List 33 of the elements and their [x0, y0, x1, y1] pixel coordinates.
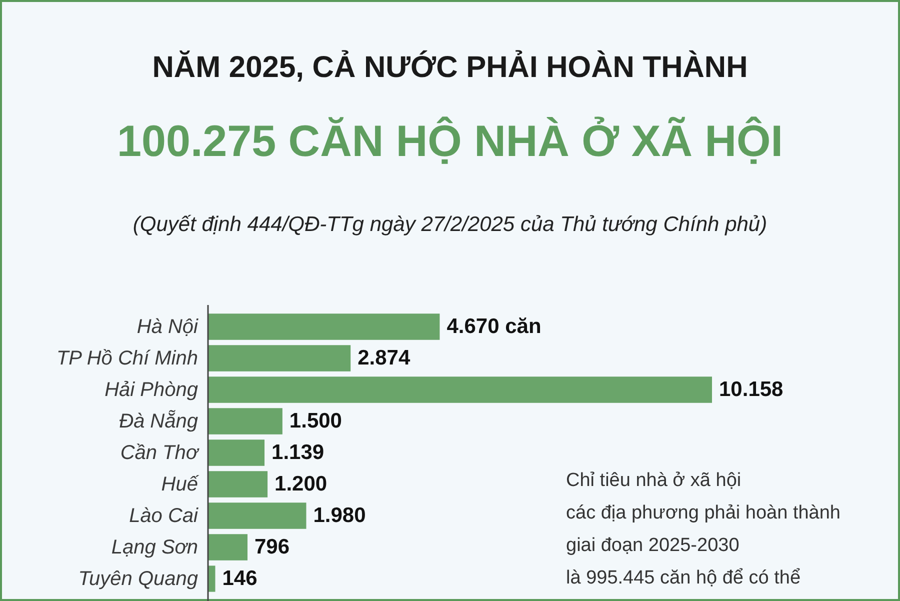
data-label: 2.874: [358, 346, 410, 370]
y-tick-label: Cần Thơ: [120, 442, 200, 464]
y-tick-label: Huế: [161, 473, 200, 496]
annotation: các địa phương phải hoàn thành: [566, 502, 840, 524]
data-label: 1.200: [274, 472, 328, 496]
data-label: 4.670 căn: [446, 314, 542, 338]
data-label: 1.500: [289, 409, 342, 432]
data-label: 1.139: [272, 440, 324, 464]
y-tick-label: Lào Cai: [129, 504, 199, 527]
bar: [208, 440, 265, 466]
bar: [208, 502, 306, 529]
text: (Quyết định 444/QĐ-TTg ngày 27/2/2025 của Thủ tướng Chính phủ): [132, 213, 768, 236]
annotation: Chỉ tiêu nhà ở xã hội: [566, 470, 742, 491]
data-label: 146: [222, 566, 258, 590]
annotation: là 995.445 căn hộ để có thể: [566, 568, 801, 588]
data-label: 796: [254, 535, 290, 558]
data-label: 10.158: [719, 378, 784, 401]
y-tick-label: Đà Nẵng: [119, 409, 198, 432]
bar: [208, 471, 268, 498]
bar: [208, 408, 282, 434]
y-tick-label: Tuyên Quang: [78, 568, 198, 590]
bar: [208, 534, 248, 560]
y-tick-label: TP Hồ Chí Minh: [56, 347, 198, 370]
y-tick-label: Hà Nội: [136, 316, 199, 338]
chart-subtitle: 100.275 CĂN HỘ NHÀ Ở XÃ HỘI: [117, 116, 783, 166]
bar: [208, 314, 440, 340]
chart-title: NĂM 2025, CẢ NƯỚC PHẢI HOÀN THÀNH: [152, 50, 748, 84]
y-tick-label: Lạng Sơn: [111, 536, 198, 558]
bar: [208, 376, 712, 403]
data-label: 1.980: [313, 504, 366, 527]
bar: [208, 345, 351, 372]
y-tick-label: Hải Phòng: [104, 378, 198, 401]
annotation: giai đoạn 2025-2030: [566, 535, 740, 556]
